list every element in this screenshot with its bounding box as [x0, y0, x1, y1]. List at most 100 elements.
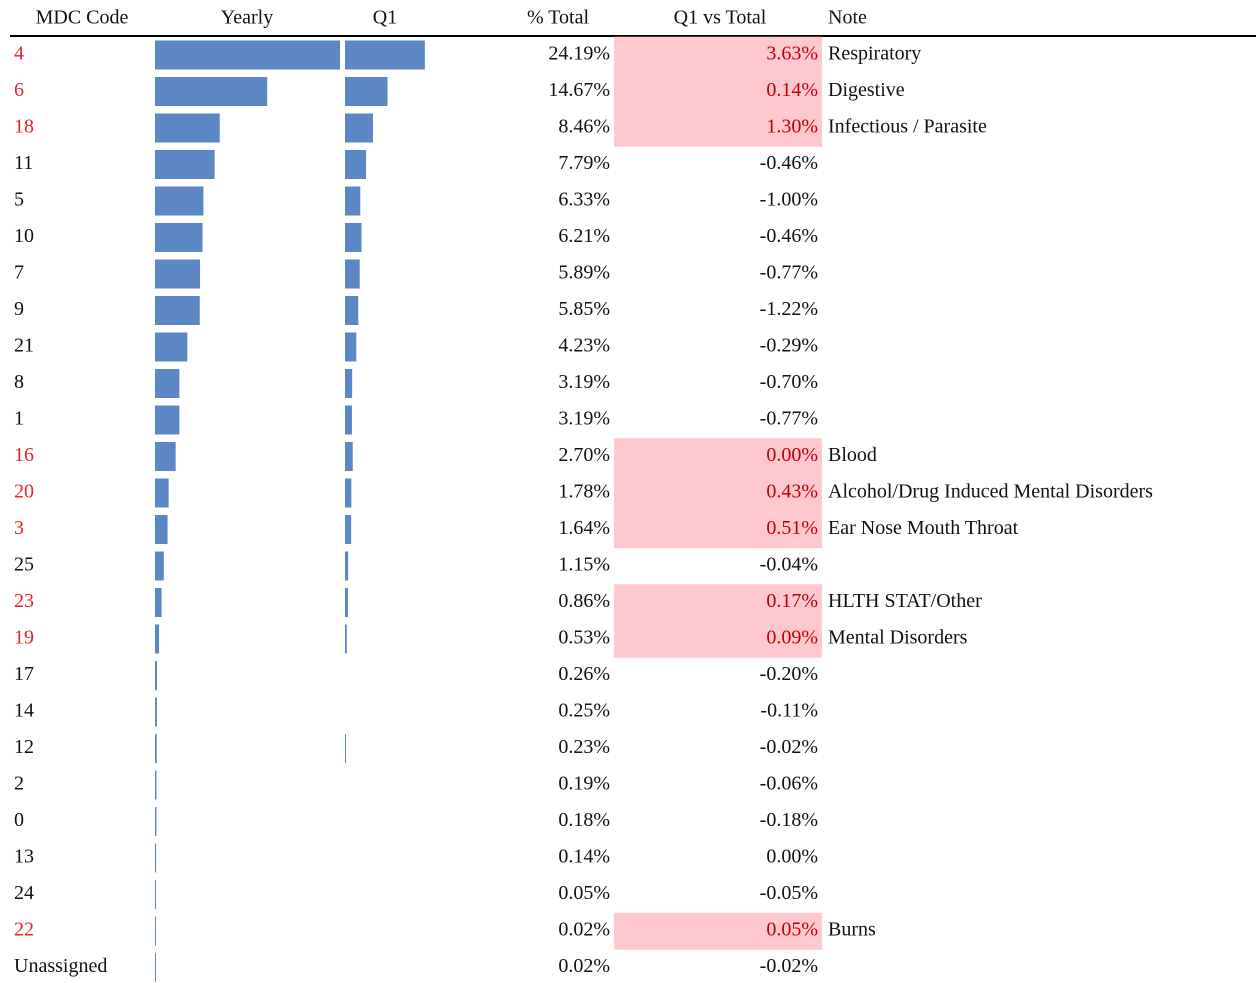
q1-bar [345, 734, 346, 763]
yearly-bar [155, 223, 203, 252]
note-cell: Digestive [828, 79, 905, 101]
diff-cell: -0.20% [760, 663, 818, 685]
header-cell: Note [828, 7, 867, 29]
highlight [614, 912, 822, 950]
diff-cell: 1.30% [766, 116, 818, 138]
yearly-bar [155, 843, 157, 873]
q1-bar [345, 369, 353, 398]
yearly-bar [155, 624, 160, 654]
pct-cell: 2.70% [558, 444, 610, 466]
yearly-bar [155, 113, 220, 143]
highlight [614, 474, 822, 512]
diff-cell: 3.63% [766, 43, 818, 65]
yearly-bar [155, 40, 341, 70]
code-cell: 14 [14, 700, 34, 722]
diff-cell: 0.43% [766, 481, 818, 503]
pct-cell: 3.19% [558, 408, 610, 430]
highlight [614, 73, 822, 111]
code-cell: 20 [14, 481, 34, 503]
pct-cell: 0.02% [558, 919, 610, 941]
diff-cell: 0.51% [766, 517, 818, 539]
pct-cell: 0.53% [558, 627, 610, 649]
pct-cell: 24.19% [548, 43, 610, 65]
highlight [614, 584, 822, 622]
yearly-bar [155, 332, 188, 362]
q1-bar [345, 186, 361, 216]
pct-cell: 6.21% [558, 225, 610, 247]
yearly-bar [155, 734, 157, 763]
q1-bar [345, 150, 367, 179]
q1-bar [345, 259, 360, 289]
header-cell: Q1 [373, 7, 397, 29]
diff-cell: 0.00% [766, 846, 818, 868]
q1-bar [345, 442, 353, 471]
code-cell: 10 [14, 225, 34, 247]
code-cell: 6 [14, 79, 24, 101]
yearly-bar [155, 296, 200, 325]
note-cell: Alcohol/Drug Induced Mental Disorders [828, 481, 1153, 503]
q1-bar [345, 515, 352, 544]
note-cell: Blood [828, 444, 877, 466]
pct-cell: 1.78% [558, 481, 610, 503]
pct-cell: 5.85% [558, 298, 610, 320]
diff-cell: -0.18% [760, 809, 818, 831]
code-cell: 23 [14, 590, 34, 612]
yearly-bar [155, 551, 164, 581]
yearly-bar [155, 770, 157, 800]
q1-bar [345, 405, 352, 435]
pct-cell: 0.25% [558, 700, 610, 722]
code-cell: 0 [14, 809, 24, 831]
diff-cell: 0.00% [766, 444, 818, 466]
note-cell: Ear Nose Mouth Throat [828, 517, 1019, 539]
code-cell: 13 [14, 846, 34, 868]
diff-cell: 0.05% [766, 919, 818, 941]
diff-cell: -0.46% [760, 225, 818, 247]
header-cell: Q1 vs Total [674, 7, 767, 29]
diff-cell: -0.02% [760, 955, 818, 977]
q1-bar [345, 551, 349, 581]
pct-cell: 3.19% [558, 371, 610, 393]
q1-bar [345, 624, 347, 654]
code-cell: 19 [14, 627, 34, 649]
code-cell: Unassigned [14, 955, 107, 977]
highlight [614, 620, 822, 658]
pct-cell: 7.79% [558, 152, 610, 174]
yearly-bar [155, 661, 157, 690]
pct-cell: 0.18% [558, 809, 610, 831]
yearly-bar [155, 442, 176, 471]
yearly-bar [155, 77, 268, 106]
diff-cell: -1.22% [760, 298, 818, 320]
yearly-bar [155, 588, 162, 617]
pct-cell: 0.26% [558, 663, 610, 685]
note-cell: Burns [828, 919, 876, 941]
yearly-bar [155, 259, 201, 289]
header-cell: Yearly [221, 7, 273, 29]
code-cell: 1 [14, 408, 24, 430]
highlight [614, 438, 822, 476]
highlight [614, 109, 822, 147]
highlight [614, 36, 822, 74]
pct-cell: 0.19% [558, 773, 610, 795]
header-cell: % Total [527, 7, 590, 29]
header-cell: MDC Code [36, 7, 129, 29]
q1-bar [345, 296, 359, 325]
pct-cell: 1.15% [558, 554, 610, 576]
pct-cell: 0.05% [558, 882, 610, 904]
code-cell: 2 [14, 773, 24, 795]
q1-bar [345, 478, 352, 508]
code-cell: 25 [14, 554, 34, 576]
diff-cell: 0.09% [766, 627, 818, 649]
pct-cell: 0.14% [558, 846, 610, 868]
code-cell: 8 [14, 371, 24, 393]
q1-bar [345, 40, 425, 70]
pct-cell: 0.86% [558, 590, 610, 612]
code-cell: 16 [14, 444, 34, 466]
code-cell: 12 [14, 736, 34, 758]
code-cell: 5 [14, 189, 24, 211]
note-cell: Infectious / Parasite [828, 116, 987, 138]
code-cell: 4 [14, 43, 24, 65]
yearly-bar [155, 186, 204, 216]
diff-cell: 0.17% [766, 590, 818, 612]
diff-cell: -0.77% [760, 262, 818, 284]
diff-cell: -0.11% [760, 700, 818, 722]
